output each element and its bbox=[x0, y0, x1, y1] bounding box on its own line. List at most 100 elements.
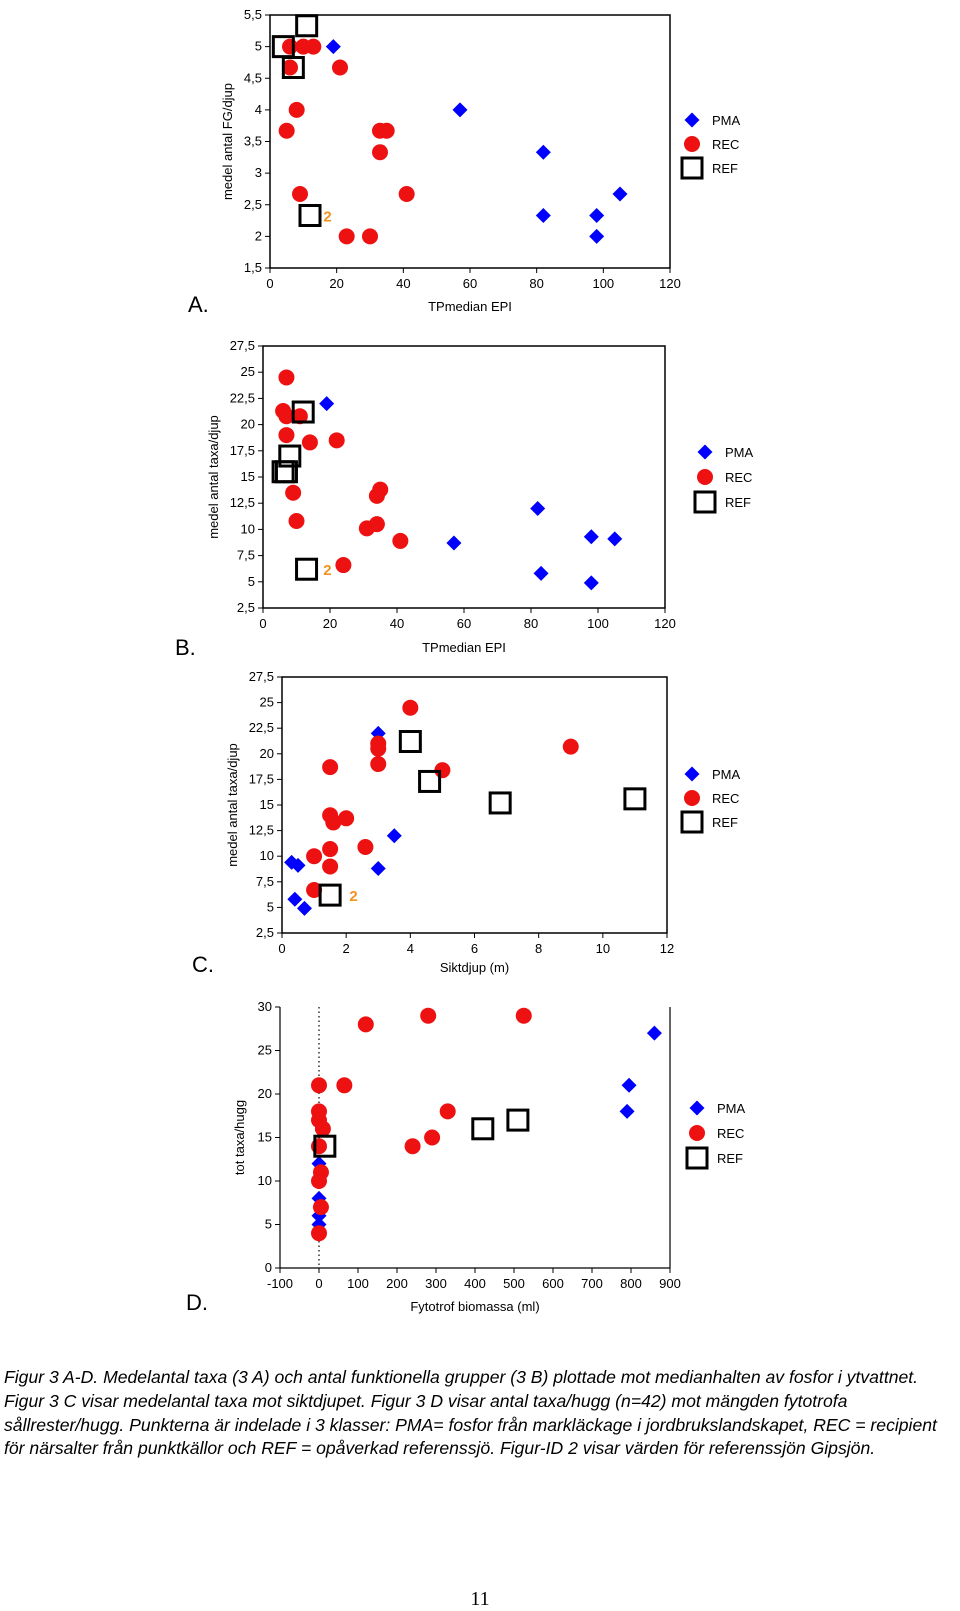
chart-a-point-rec bbox=[378, 122, 395, 139]
chart-a-point-ref bbox=[298, 204, 322, 228]
chart-b-y-tick-label: 25 bbox=[241, 364, 255, 379]
chart-d-y-tick-label: 20 bbox=[258, 1086, 272, 1101]
chart-b-legend-label-pma: PMA bbox=[725, 445, 754, 460]
chart-d-point-pma bbox=[619, 1103, 635, 1119]
chart-a-point-rec bbox=[362, 228, 378, 245]
chart-c-point-pma bbox=[290, 857, 306, 873]
chart-c-y-tick-label: 17,5 bbox=[249, 771, 274, 786]
chart-a-point-rec bbox=[398, 185, 415, 202]
chart-a-y-tick-label: 5,5 bbox=[244, 7, 262, 22]
chart-b-point-rec bbox=[392, 532, 409, 549]
chart-c-point-ref bbox=[398, 730, 422, 754]
chart-c-y-tick-label: 27,5 bbox=[249, 669, 274, 684]
chart-d-point-rec bbox=[311, 1077, 327, 1094]
chart-d: -100 0 100 200 300 400 500 600 700 800 90005101520… bbox=[186, 999, 746, 1315]
chart-d-point-pma bbox=[646, 1025, 662, 1041]
chart-a-x-tick-label: 40 bbox=[396, 276, 410, 291]
chart-b-point-pma bbox=[533, 565, 549, 581]
chart-c-point-rec bbox=[562, 738, 579, 755]
chart-a-point-pma bbox=[325, 39, 341, 55]
chart-a-y-label: medel antal FG/djup bbox=[220, 83, 235, 200]
chart-d-legend-label-rec: REC bbox=[717, 1126, 744, 1141]
chart-a-y-tick-label: 4 bbox=[255, 102, 262, 117]
chart-a-x-label: TPmedian EPI bbox=[428, 299, 512, 314]
chart-d-point-rec bbox=[336, 1077, 353, 1094]
chart-a-point-rec bbox=[332, 59, 348, 76]
chart-b-x-tick-label: 60 bbox=[457, 616, 471, 631]
chart-b-y-tick-label: 10 bbox=[241, 521, 255, 536]
chart-a-point-pma bbox=[612, 186, 628, 202]
chart-a-point-rec bbox=[278, 122, 295, 139]
chart-a-legend-marker-pma bbox=[684, 112, 700, 128]
chart-c-x-tick-label: 6 bbox=[471, 941, 478, 956]
chart-c-point-pma bbox=[386, 828, 402, 844]
chart-c-y-tick-label: 15 bbox=[260, 797, 274, 812]
chart-b-point-pma bbox=[446, 535, 462, 551]
chart-c-legend-label-ref: REF bbox=[712, 815, 738, 830]
chart-d-point-rec bbox=[439, 1103, 456, 1120]
chart-d-point-ref bbox=[506, 1108, 530, 1132]
chart-a-y-tick-label: 1,5 bbox=[244, 260, 262, 275]
chart-a-annotation: 2 bbox=[323, 209, 331, 226]
page-number: 11 bbox=[470, 1588, 490, 1610]
chart-b-y-tick-label: 2,5 bbox=[237, 600, 255, 615]
chart-b-legend-label-rec: REC bbox=[725, 470, 752, 485]
chart-c-point-rec bbox=[370, 740, 387, 757]
chart-d-legend-label-ref: REF bbox=[717, 1151, 743, 1166]
chart-a-point-rec bbox=[305, 38, 322, 55]
chart-a-point-rec bbox=[292, 185, 308, 202]
chart-c-legend-marker-rec bbox=[684, 790, 700, 806]
chart-d-point-rec bbox=[314, 1120, 331, 1137]
chart-c-point-pma bbox=[370, 725, 386, 741]
chart-d-y-tick-label: 0 bbox=[265, 1260, 272, 1275]
chart-b-annotation: 2 bbox=[323, 562, 331, 579]
chart-b-point-rec bbox=[301, 434, 318, 451]
chart-d-x-tick-label: 700 bbox=[581, 1276, 603, 1291]
chart-b-point-ref bbox=[271, 460, 295, 484]
chart-b-point-pma bbox=[607, 531, 623, 547]
chart-c-x-tick-label: 10 bbox=[596, 941, 610, 956]
chart-c-y-tick-label: 5 bbox=[267, 899, 274, 914]
chart-a-x-tick-label: 20 bbox=[329, 276, 343, 291]
chart-c-point-rec bbox=[322, 841, 339, 858]
chart-c-y-tick-label: 25 bbox=[260, 695, 274, 710]
chart-c-y-tick-label: 20 bbox=[260, 746, 274, 761]
chart-d-point-rec bbox=[311, 1173, 327, 1189]
chart-c-y-tick-label: 2,5 bbox=[256, 925, 274, 940]
chart-b-point-pma bbox=[319, 396, 335, 412]
chart-a-panel-label: A. bbox=[188, 292, 209, 317]
chart-c-point-rec bbox=[325, 814, 342, 831]
chart-d-point-rec bbox=[404, 1138, 421, 1155]
chart-c-legend-label-rec: REC bbox=[712, 791, 739, 806]
chart-d-x-tick-label: 100 bbox=[347, 1276, 369, 1291]
chart-a-point-rec bbox=[288, 101, 305, 118]
chart-c-annotation: 2 bbox=[349, 888, 357, 905]
chart-d-point-pma bbox=[311, 1190, 327, 1206]
chart-d-x-tick-label: 400 bbox=[464, 1276, 486, 1291]
chart-a-legend-label-ref: REF bbox=[712, 161, 738, 176]
chart-c-point-ref bbox=[418, 769, 442, 793]
chart-d-x-tick-label: 600 bbox=[542, 1276, 564, 1291]
chart-b-point-rec bbox=[368, 487, 385, 504]
chart-c-x-tick-label: 8 bbox=[535, 941, 542, 956]
chart-b-point-rec bbox=[288, 513, 305, 530]
chart-a-legend-label-pma: PMA bbox=[712, 113, 741, 128]
chart-b-y-label: medel antal taxa/djup bbox=[206, 415, 221, 539]
chart-b-y-tick-label: 17,5 bbox=[230, 443, 255, 458]
chart-d-x-tick-label: 500 bbox=[503, 1276, 525, 1291]
chart-d-y-label: tot taxa/hugg bbox=[232, 1100, 247, 1175]
chart-c-point-rec bbox=[322, 858, 339, 875]
chart-b-y-tick-label: 12,5 bbox=[230, 495, 255, 510]
chart-c-x-label: Siktdjup (m) bbox=[440, 960, 509, 975]
chart-a-legend-label-rec: REC bbox=[712, 137, 739, 152]
chart-d-x-tick-label: -100 bbox=[267, 1276, 293, 1291]
chart-c-y-tick-label: 7,5 bbox=[256, 874, 274, 889]
chart-b-point-pma bbox=[583, 529, 599, 545]
chart-b-legend-marker-ref bbox=[693, 490, 717, 514]
chart-d-y-tick-label: 30 bbox=[258, 999, 272, 1014]
chart-b-legend-marker-rec bbox=[697, 469, 713, 485]
chart-d-legend-marker-pma bbox=[689, 1100, 705, 1116]
chart-c: 0 2 4 6 8 10 12 2,5 5 7,5 10 12,5 15 17,5 20 22,5 25 27,5… bbox=[192, 669, 741, 977]
chart-a-point-pma bbox=[452, 102, 468, 118]
chart-c-legend-label-pma: PMA bbox=[712, 767, 741, 782]
